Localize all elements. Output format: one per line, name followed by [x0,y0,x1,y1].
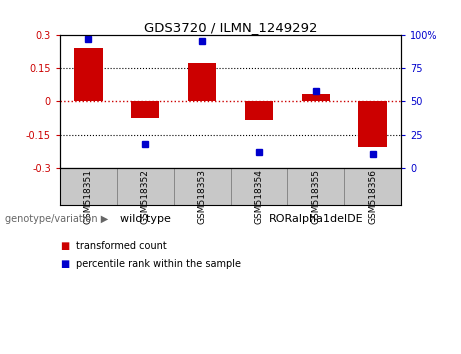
Text: ■: ■ [60,259,69,269]
Text: ■: ■ [60,241,69,251]
Text: wild type: wild type [120,213,171,224]
Title: GDS3720 / ILMN_1249292: GDS3720 / ILMN_1249292 [144,21,317,34]
Text: GSM518355: GSM518355 [311,170,320,224]
Text: transformed count: transformed count [76,241,167,251]
Text: genotype/variation ▶: genotype/variation ▶ [5,213,108,224]
Bar [245,102,273,120]
Text: GSM518354: GSM518354 [254,170,263,224]
Text: GSM518351: GSM518351 [84,170,93,224]
Text: percentile rank within the sample: percentile rank within the sample [76,259,241,269]
Text: GSM518356: GSM518356 [368,170,377,224]
Text: GSM518353: GSM518353 [198,170,207,224]
Bar [188,63,216,102]
Text: RORalpha1delDE: RORalpha1delDE [268,213,363,224]
Bar [358,102,387,147]
Bar [74,47,102,102]
Text: GSM518352: GSM518352 [141,170,150,224]
Bar [131,102,160,118]
Bar [301,94,330,102]
